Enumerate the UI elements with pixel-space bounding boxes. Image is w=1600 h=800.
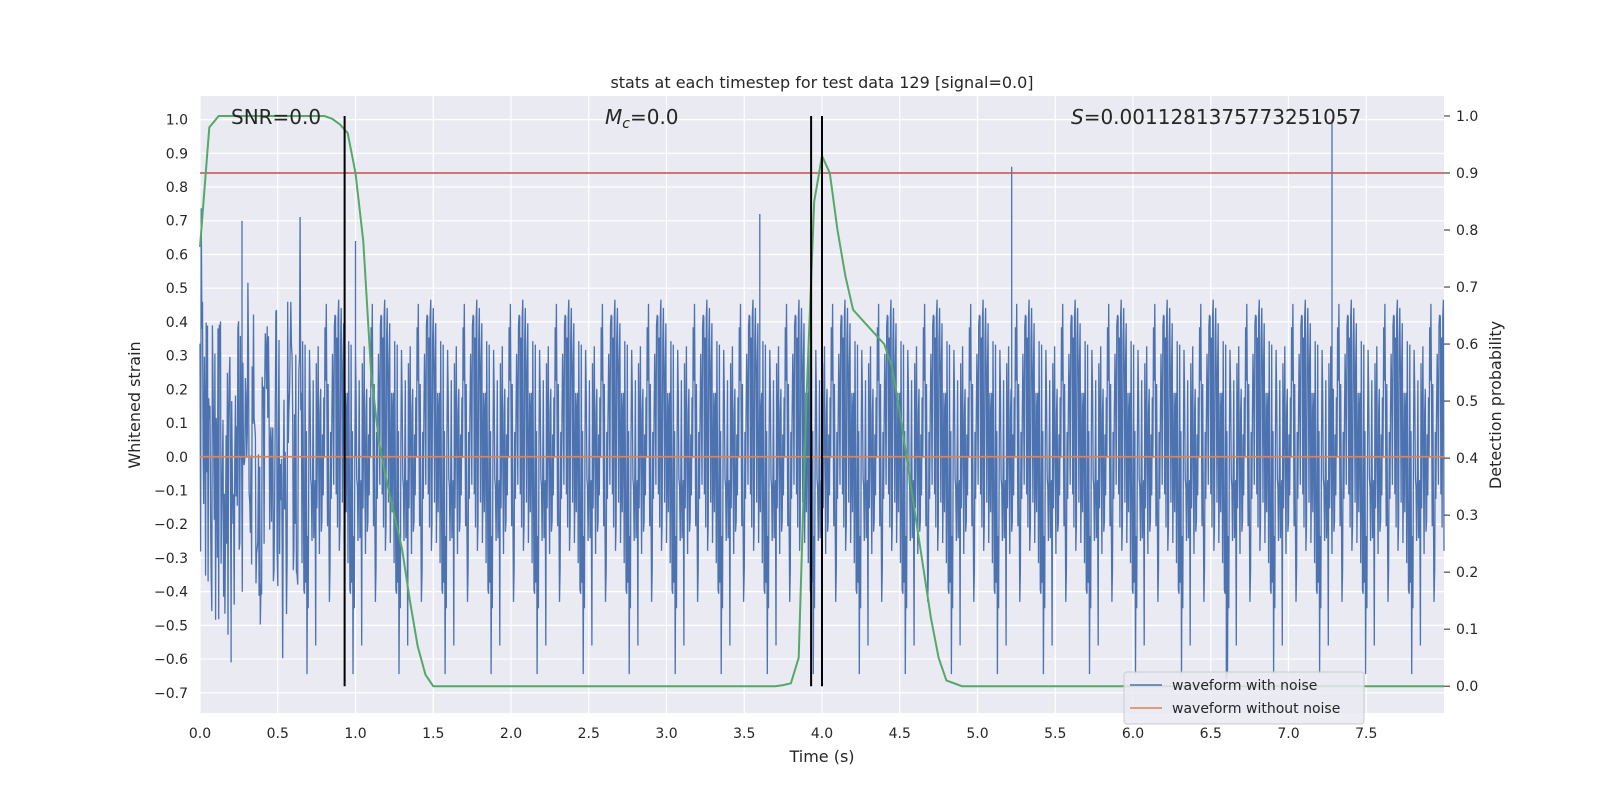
- y-tick-label: −0.2: [154, 517, 188, 533]
- y2-tick-label: 0.2: [1456, 565, 1478, 581]
- y2-tick-label: 0.6: [1456, 337, 1478, 353]
- y2-tick-label: 0.5: [1456, 394, 1478, 410]
- x-tick-label: 7.5: [1355, 726, 1377, 742]
- y2-tick-label: 1.0: [1456, 109, 1478, 125]
- y-tick-label: 0.8: [166, 180, 188, 196]
- legend: waveform with noise waveform without noi…: [1123, 671, 1365, 725]
- y2-tick-label: 0.0: [1456, 679, 1478, 695]
- x-tick-label: 5.0: [966, 726, 988, 742]
- snr-annotation: SNR=0.0: [231, 105, 321, 129]
- y-tick-label: 0.5: [166, 281, 188, 297]
- legend-box: [1123, 671, 1365, 725]
- x-tick-label: 5.5: [1044, 726, 1066, 742]
- y2-tick-label: 0.7: [1456, 280, 1478, 296]
- mc-value: =0.0: [630, 105, 679, 129]
- s-symbol: S: [1071, 105, 1084, 129]
- y-tick-label: 0.3: [166, 349, 188, 365]
- x-tick-label: 3.5: [733, 726, 755, 742]
- y2-tick-label: 0.3: [1456, 508, 1478, 524]
- y-tick-label: 0.7: [166, 214, 188, 230]
- x-tick-label: 1.0: [344, 726, 366, 742]
- mc-symbol: M: [605, 105, 622, 129]
- x-tick-label: 4.5: [889, 726, 911, 742]
- y-tick-label: −0.7: [154, 686, 188, 702]
- detection-probability-series: [199, 115, 1444, 688]
- x-tick-label: 6.0: [1122, 726, 1144, 742]
- x-tick-label: 0.5: [267, 726, 289, 742]
- x-tick-label: 3.0: [655, 726, 677, 742]
- y-tick-label: −0.6: [154, 652, 188, 668]
- y-tick-label: −0.3: [154, 551, 188, 567]
- y-tick-label: 0.9: [166, 146, 188, 162]
- y-tick-label: 1.0: [166, 113, 188, 129]
- y-tick-label: 0.4: [166, 315, 188, 331]
- x-tick-label: 4.0: [811, 726, 833, 742]
- y2-axis-label: Detection probability: [1486, 321, 1505, 489]
- legend-label-clean: waveform without noise: [1172, 701, 1340, 717]
- x-tick-label: 1.5: [422, 726, 444, 742]
- s-annotation: S=0.0011281375773251057: [1071, 105, 1361, 129]
- x-tick-label: 7.0: [1277, 726, 1299, 742]
- y-tick-label: −0.4: [154, 585, 188, 601]
- x-tick-label: 2.5: [578, 726, 600, 742]
- tick-labels: 0.0 0.5 1.0 1.5 2.0 2.5 3.0 3.5 4.0 4.5 5.0 5.5 6.0 6…: [154, 109, 1478, 742]
- y-tick-label: 0.2: [166, 382, 188, 398]
- y-tick-label: −0.5: [154, 618, 188, 634]
- y-tick-label: 0.1: [166, 416, 188, 432]
- chirp-mass-annotation: Mc=0.0: [605, 105, 679, 132]
- probability-curve-path: [199, 115, 1444, 688]
- x-tick-label: 2.0: [500, 726, 522, 742]
- x-tick-label: 6.5: [1200, 726, 1222, 742]
- chart-title: stats at each timestep for test data 129…: [610, 73, 1033, 92]
- s-value: =0.0011281375773251057: [1084, 105, 1362, 129]
- y2-tick-label: 0.1: [1456, 622, 1478, 638]
- vertical-markers: [343, 115, 823, 687]
- y-tick-label: −0.1: [154, 483, 188, 499]
- x-axis-label: Time (s): [788, 747, 854, 766]
- y2-tick-label: 0.8: [1456, 223, 1478, 239]
- y2-tick-label: 0.4: [1456, 451, 1478, 467]
- y-tick-label: 0.6: [166, 247, 188, 263]
- mc-subscript: c: [622, 116, 630, 132]
- x-tick-label: 0.0: [189, 726, 211, 742]
- y2-tick-label: 0.9: [1456, 166, 1478, 182]
- y-axis-label: Whitened strain: [125, 341, 144, 468]
- legend-label-noise: waveform with noise: [1172, 678, 1317, 694]
- y-tick-label: 0.0: [166, 450, 188, 466]
